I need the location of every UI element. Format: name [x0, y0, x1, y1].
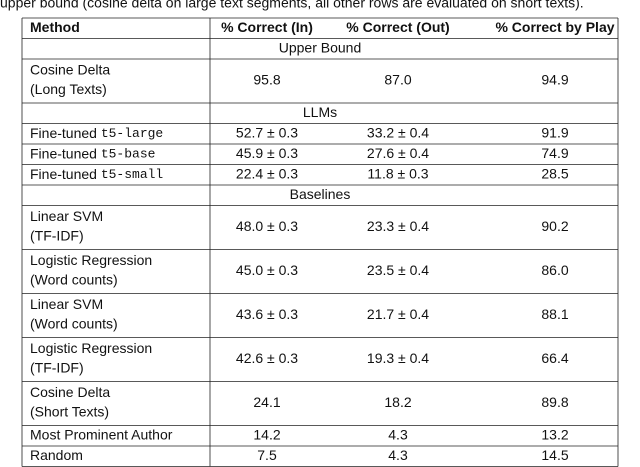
column-header: % Correct by Play: [495, 19, 614, 35]
cell: 91.9: [541, 124, 568, 140]
cell: 28.5: [541, 165, 568, 181]
cell: 66.4: [541, 350, 568, 366]
method-name: (Short Texts): [30, 404, 109, 420]
method-text: Fine-tuned: [30, 165, 97, 181]
method-name: (Long Texts): [30, 81, 107, 97]
cell: 42.6 ± 0.3: [236, 350, 298, 366]
method-name: Most Prominent Author: [30, 426, 173, 442]
cell: 88.1: [541, 306, 568, 322]
cell: 18.2: [384, 394, 411, 410]
method-name: Linear SVM: [30, 208, 103, 224]
cell: 86.0: [541, 262, 568, 278]
cell: 19.3 ± 0.4: [367, 350, 429, 366]
cell: 43.6 ± 0.3: [236, 306, 298, 322]
cell: 52.7 ± 0.3: [236, 124, 298, 140]
cell: 45.0 ± 0.3: [236, 262, 298, 278]
method-name: Cosine Delta: [30, 62, 110, 78]
method-name: Random: [30, 447, 83, 463]
method-name: (TF-IDF): [30, 360, 84, 376]
method-name: Linear SVM: [30, 296, 103, 312]
column-header: Method: [30, 19, 80, 35]
cell: 95.8: [253, 72, 280, 88]
cell: 23.3 ± 0.4: [367, 218, 429, 234]
method-name: Logistic Regression: [30, 340, 152, 356]
cell: 90.2: [541, 218, 568, 234]
model-code: t5-small: [101, 167, 164, 182]
caption: upper bound (cosine delta on large text …: [0, 0, 584, 11]
method-name: (TF-IDF): [30, 228, 84, 244]
method-text: Fine-tuned: [30, 145, 97, 161]
method-text: Fine-tuned: [30, 124, 97, 140]
method-name: Fine-tuned t5-base: [30, 145, 155, 162]
section-title: LLMs: [303, 104, 337, 120]
column-header: % Correct (In): [221, 19, 313, 35]
cell: 22.4 ± 0.3: [236, 165, 298, 181]
cell: 89.8: [541, 394, 568, 410]
cell: 4.3: [388, 426, 408, 442]
method-name: (Word counts): [30, 316, 118, 332]
model-code: t5-large: [101, 126, 163, 141]
cell: 13.2: [541, 426, 568, 442]
section-title: Upper Bound: [279, 39, 362, 55]
method-name: (Word counts): [30, 272, 118, 288]
method-name: Logistic Regression: [30, 252, 152, 268]
cell: 94.9: [541, 72, 568, 88]
method-name: Cosine Delta: [30, 384, 110, 400]
section-title: Baselines: [290, 186, 351, 202]
cell: 48.0 ± 0.3: [236, 218, 298, 234]
cell: 74.9: [541, 145, 568, 161]
cell: 14.5: [541, 447, 568, 463]
cell: 27.6 ± 0.4: [367, 145, 429, 161]
cell: 33.2 ± 0.4: [367, 124, 429, 140]
model-code: t5-base: [101, 147, 156, 162]
cell: 45.9 ± 0.3: [236, 145, 298, 161]
cell: 24.1: [253, 394, 280, 410]
cell: 11.8 ± 0.3: [367, 165, 428, 181]
cell: 21.7 ± 0.4: [367, 306, 429, 322]
column-header: % Correct (Out): [346, 19, 449, 35]
cell: 4.3: [388, 447, 408, 463]
cell: 14.2: [253, 426, 280, 442]
cell: 87.0: [384, 72, 411, 88]
method-name: Fine-tuned t5-large: [30, 124, 163, 141]
cell: 7.5: [257, 447, 277, 463]
cell: 23.5 ± 0.4: [367, 262, 429, 278]
method-name: Fine-tuned t5-small: [30, 165, 163, 182]
